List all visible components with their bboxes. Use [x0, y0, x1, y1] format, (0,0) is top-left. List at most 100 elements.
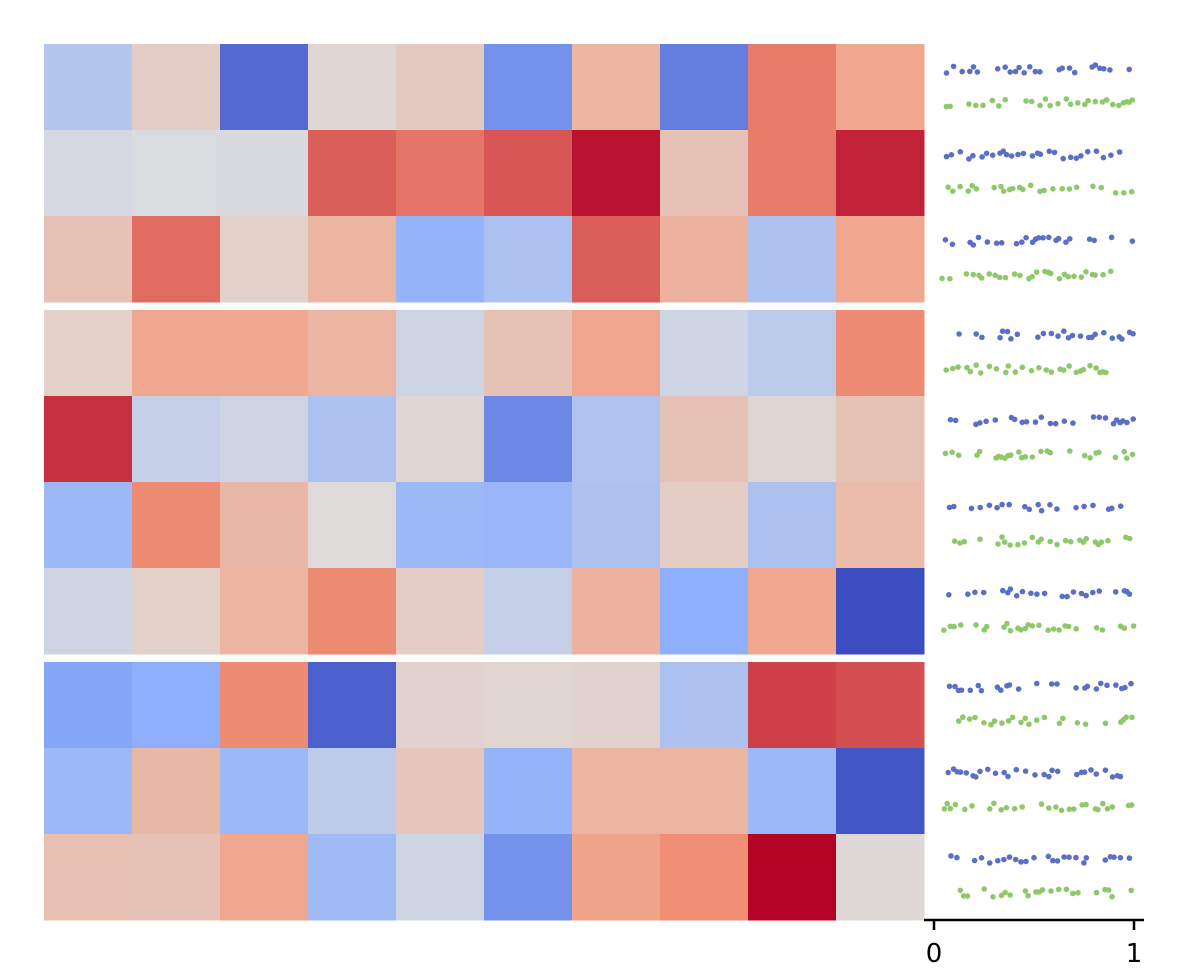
strip-point-r8-s1	[1083, 801, 1089, 808]
strip-point-r9-s0	[1117, 854, 1124, 861]
strip-point-r5-s1	[1062, 537, 1069, 544]
heatmap-cell-r5-c6	[572, 482, 661, 569]
strip-point-r9-s0	[948, 853, 954, 859]
strip-point-r8-s0	[992, 770, 999, 777]
strip-point-r2-s1	[1056, 275, 1063, 282]
strip-point-r6-s1	[1029, 623, 1036, 629]
heatmap-cell-r5-c1	[132, 482, 221, 569]
heatmap-cell-r5-c8	[748, 482, 837, 569]
heatmap-cell-r2-c4	[396, 216, 485, 303]
strip-point-r2-s1	[947, 275, 953, 282]
heatmap-cell-r7-c3	[308, 662, 397, 749]
strip-point-r0-s0	[1007, 69, 1013, 75]
strip-point-r1-s1	[1059, 186, 1065, 192]
strip-point-r4-s1	[1022, 454, 1029, 460]
heatmap-cell-r1-c0	[44, 130, 133, 217]
strip-point-r2-s1	[963, 271, 970, 277]
strip-point-r2-s1	[1100, 271, 1106, 278]
strip-point-r1-s0	[1060, 155, 1066, 162]
strip-point-r8-s1	[1128, 802, 1135, 808]
heatmap-cell-r9-c9	[836, 834, 925, 921]
strip-point-r0-s1	[1037, 102, 1043, 109]
strip-point-r9-s0	[1001, 856, 1007, 863]
heatmap-cell-r0-c1	[132, 44, 221, 131]
strip-point-r8-s1	[987, 806, 993, 812]
strip-point-r1-s1	[1112, 190, 1119, 196]
strip-point-r9-s0	[1054, 858, 1061, 864]
strip-point-r2-s1	[1078, 274, 1085, 280]
strip-point-r1-s1	[1073, 184, 1080, 191]
strip-point-r3-s1	[1066, 363, 1072, 369]
strip-point-r1-s1	[998, 183, 1004, 190]
strip-point-r4-s0	[1011, 416, 1018, 423]
strip-point-r0-s0	[1012, 68, 1019, 75]
heatmap-cell-r8-c6	[572, 748, 661, 835]
strip-point-r8-s1	[969, 803, 975, 809]
heatmap-cell-r7-c2	[220, 662, 309, 749]
strip-point-r5-s0	[994, 504, 1000, 511]
strip-point-r7-s0	[1015, 686, 1022, 692]
strip-point-r9-s1	[957, 887, 964, 894]
strip-point-r9-s1	[990, 894, 996, 900]
strip-point-r1-s1	[965, 188, 972, 194]
strip-point-r1-s1	[1000, 188, 1007, 194]
strip-point-r1-s0	[979, 154, 985, 160]
strip-point-r9-s0	[1061, 854, 1067, 860]
strip-point-r2-s0	[1091, 237, 1097, 244]
strip-point-r0-s1	[1002, 96, 1008, 103]
heatmap-cell-r6-c1	[132, 568, 221, 655]
strip-point-r8-s1	[1011, 805, 1018, 812]
strip-point-r7-s1	[999, 720, 1005, 726]
heatmap-cell-r0-c2	[220, 44, 309, 131]
strip-point-r9-s0	[986, 860, 993, 866]
strip-point-r0-s0	[994, 66, 1001, 72]
strip-point-r8-s0	[1081, 769, 1088, 775]
strip-point-r5-s1	[977, 536, 983, 542]
heatmap-cell-r0-c0	[44, 44, 133, 131]
strip-point-r5-s1	[995, 541, 1001, 547]
heatmap-cell-r4-c3	[308, 396, 397, 483]
strip-point-r2-s1	[1047, 270, 1054, 277]
strip-point-r6-s1	[1130, 623, 1137, 629]
strip-point-r3-s1	[1087, 362, 1093, 369]
strip-point-r7-s0	[1093, 686, 1100, 692]
strip-point-r6-s1	[1045, 627, 1051, 633]
strip-point-r3-s1	[1048, 369, 1055, 375]
heatmap-cell-r2-c3	[308, 216, 397, 303]
strip-point-r4-s1	[1096, 449, 1102, 456]
strip-point-r8-s1	[1058, 807, 1065, 814]
strip-point-r6-s1	[1004, 620, 1010, 627]
heatmap-cell-r3-c2	[220, 310, 309, 397]
strip-point-r0-s0	[974, 69, 981, 75]
strip-point-r3-s1	[1093, 365, 1099, 371]
strip-point-r5-s0	[986, 502, 993, 509]
strip-point-r6-s1	[1099, 627, 1106, 633]
strip-point-r9-s1	[1055, 886, 1062, 893]
strip-point-r2-s1	[992, 272, 998, 279]
strip-point-r0-s0	[1021, 70, 1027, 76]
heatmap-cell-r7-c7	[660, 662, 749, 749]
strip-point-r0-s1	[1082, 101, 1088, 108]
strip-point-r2-s0	[1055, 235, 1062, 242]
strip-point-r8-s0	[1074, 771, 1080, 778]
strip-point-r8-s0	[1093, 771, 1100, 777]
heatmap-cell-r5-c0	[44, 482, 133, 569]
strip-point-r5-s0	[1035, 501, 1041, 508]
strip-point-r1-s0	[1067, 154, 1074, 161]
strip-point-r3-s1	[986, 363, 993, 370]
strip-point-r4-s0	[1047, 420, 1054, 427]
strip-point-r4-s0	[1023, 419, 1030, 425]
strip-point-r5-s1	[957, 540, 963, 546]
strip-point-r9-s1	[1022, 888, 1029, 894]
strip-point-r2-s1	[996, 274, 1003, 281]
strip-point-r9-s1	[1093, 889, 1100, 896]
strip-point-r1-s1	[1041, 187, 1047, 194]
strip-point-r9-s1	[1039, 887, 1046, 893]
strip-point-r3-s0	[1008, 336, 1014, 342]
heatmap-cell-r1-c5	[484, 130, 573, 217]
heatmap-cell-r1-c4	[396, 130, 485, 217]
strip-point-r0-s0	[1101, 66, 1107, 72]
strip-point-r8-s1	[947, 805, 954, 812]
strip-point-r2-s0	[970, 242, 977, 248]
strip-point-r0-s1	[1067, 101, 1074, 107]
